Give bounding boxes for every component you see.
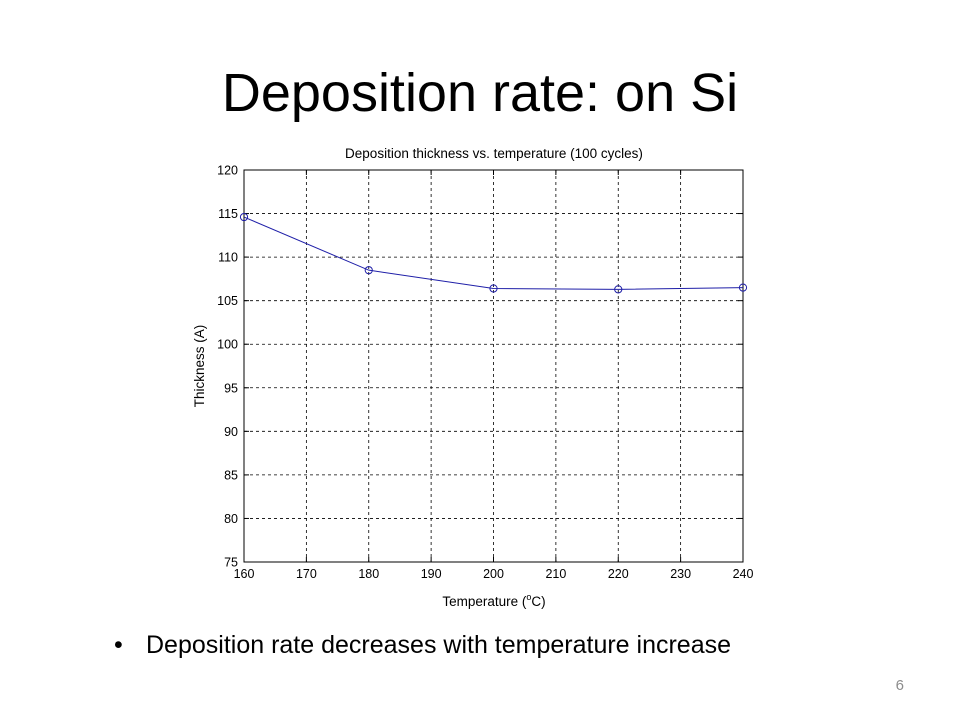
data-point [614, 285, 623, 294]
y-tick-label: 105 [217, 294, 238, 308]
y-tick-label: 75 [224, 556, 238, 570]
chart-series [239, 212, 748, 294]
x-tick-label: 230 [670, 567, 691, 581]
page-number: 6 [895, 677, 904, 694]
y-tick-label: 95 [224, 381, 238, 395]
x-tick-label: 160 [234, 567, 255, 581]
x-tick-label: 170 [296, 567, 317, 581]
chart-axes: 160 170 180 190 200 210 220 230 240 75 80 85 90 95 100… [217, 164, 753, 582]
x-tick-label: 210 [545, 567, 566, 581]
x-tick-label: 180 [358, 567, 379, 581]
series-line [243, 216, 744, 290]
x-tick-label: 220 [608, 567, 629, 581]
bullet-symbol: • [114, 631, 123, 659]
y-tick-label: 120 [217, 164, 238, 178]
bullet-text: Deposition rate decreases with temperatu… [146, 631, 732, 659]
x-tick-label: 240 [733, 567, 754, 581]
data-point [489, 284, 498, 293]
chart-grid [244, 170, 743, 562]
x-axis-label-prefix: Temperature ( [442, 594, 527, 609]
y-tick-label: 100 [217, 338, 238, 352]
bullet-item: • Deposition rate decreases with tempera… [114, 630, 731, 660]
y-tick-label: 85 [224, 468, 238, 482]
x-axis-label-suffix: C) [531, 594, 545, 609]
chart-title: Deposition thickness vs. temperature (10… [345, 146, 643, 161]
y-tick-label: 80 [224, 512, 238, 526]
data-point [364, 266, 373, 275]
slide-title: Deposition rate: on Si [221, 63, 739, 123]
y-tick-label: 90 [224, 425, 238, 439]
y-axis-label: Thickness (A) [192, 325, 207, 408]
x-tick-label: 190 [421, 567, 442, 581]
x-tick-label: 200 [483, 567, 504, 581]
x-axis-label: Temperature (oC) [442, 592, 545, 609]
plot-area-frame [243, 169, 744, 563]
y-tick-label: 110 [218, 251, 238, 265]
data-point [738, 283, 748, 292]
x-axis-label-degree: o [526, 592, 531, 602]
y-tick-label: 115 [218, 207, 238, 221]
data-point [239, 212, 249, 222]
